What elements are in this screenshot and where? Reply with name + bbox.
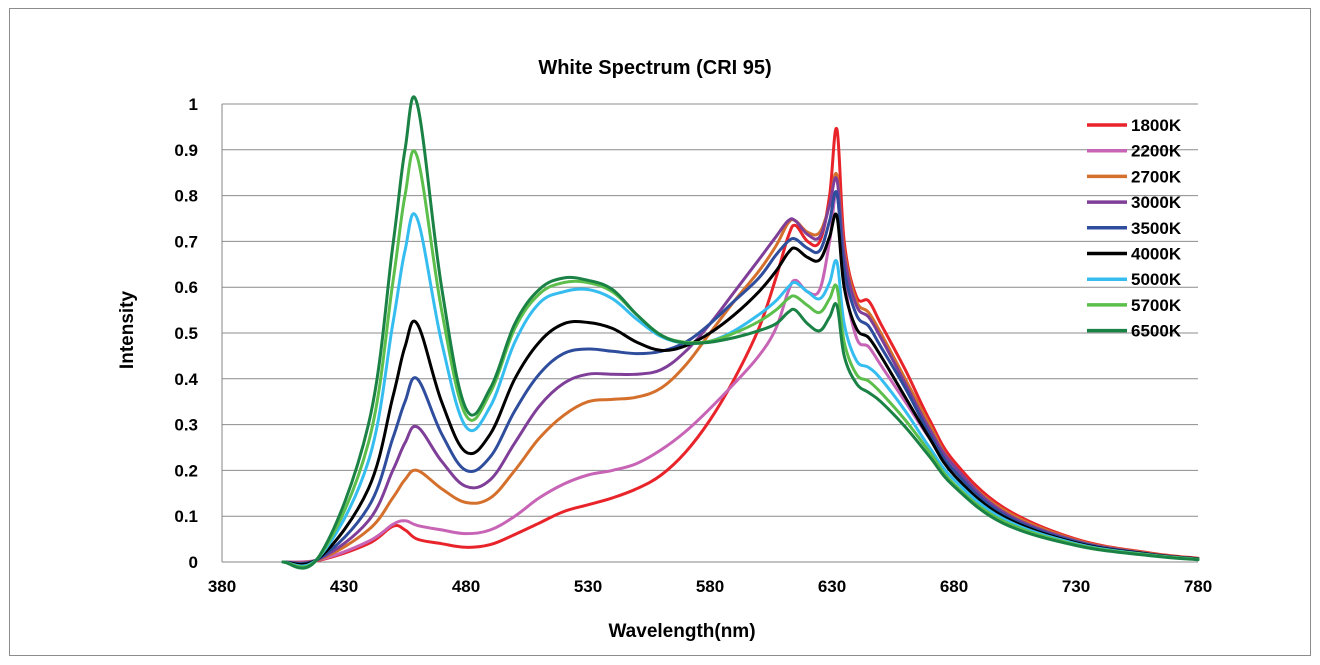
x-tick-label: 630 xyxy=(818,577,846,596)
series-lines xyxy=(281,95,1200,570)
y-tick-label: 0.8 xyxy=(174,187,198,206)
legend-label: 2200K xyxy=(1131,142,1182,161)
legend-label: 3000K xyxy=(1131,193,1182,212)
x-tick-label: 680 xyxy=(940,577,968,596)
legend: 1800K 2200K 2700K 3000K 3500K 4000K 5000K 5700K… xyxy=(1087,116,1182,341)
x-tick-label: 780 xyxy=(1184,577,1212,596)
legend-label: 6500K xyxy=(1131,322,1182,341)
y-tick-label: 0.9 xyxy=(174,141,198,160)
legend-label: 4000K xyxy=(1131,245,1182,264)
y-tick-label: 0.1 xyxy=(174,507,198,526)
legend-label: 3500K xyxy=(1131,219,1182,238)
x-tick-label: 580 xyxy=(696,577,724,596)
legend-label: 1800K xyxy=(1131,116,1182,135)
x-tick-label: 730 xyxy=(1062,577,1090,596)
x-tick-label: 430 xyxy=(330,577,358,596)
y-tick-labels: 0 0.1 0.2 0.3 0.4 0.5 0.6 0.7 0.8 0.9 1 xyxy=(174,95,198,572)
y-tick-label: 0.3 xyxy=(174,416,198,435)
y-tick-label: 0 xyxy=(189,553,198,572)
y-tick-label: 0.6 xyxy=(174,278,198,297)
series-line-4000K xyxy=(281,212,1200,566)
x-tick-labels: 380 430 480 530 580 630 680 730 780 xyxy=(208,577,1212,596)
series-line-6500K xyxy=(281,95,1200,570)
y-tick-label: 0.2 xyxy=(174,461,198,480)
series-line-5700K xyxy=(281,149,1200,569)
series-line-1800K xyxy=(281,126,1200,564)
series-line-3500K xyxy=(281,190,1200,566)
axes xyxy=(221,104,1198,563)
legend-label: 2700K xyxy=(1131,167,1182,186)
x-tick-label: 480 xyxy=(452,577,480,596)
x-tick-label: 380 xyxy=(208,577,236,596)
series-line-3000K xyxy=(281,176,1200,565)
legend-label: 5000K xyxy=(1131,270,1182,289)
x-axis-label: Wavelength(nm) xyxy=(608,621,755,642)
chart-title: White Spectrum (CRI 95) xyxy=(538,57,771,79)
series-line-5000K xyxy=(281,212,1200,568)
series-line-2700K xyxy=(281,171,1200,565)
y-tick-label: 0.5 xyxy=(174,324,198,343)
y-axis-label: Intensity xyxy=(117,291,138,370)
gridlines xyxy=(222,103,1198,517)
y-tick-label: 1 xyxy=(189,95,198,114)
y-tick-label: 0.7 xyxy=(174,232,198,251)
series-line-2200K xyxy=(281,191,1200,564)
x-tick-label: 530 xyxy=(574,577,602,596)
y-tick-label: 0.4 xyxy=(174,370,198,389)
legend-label: 5700K xyxy=(1131,296,1182,315)
